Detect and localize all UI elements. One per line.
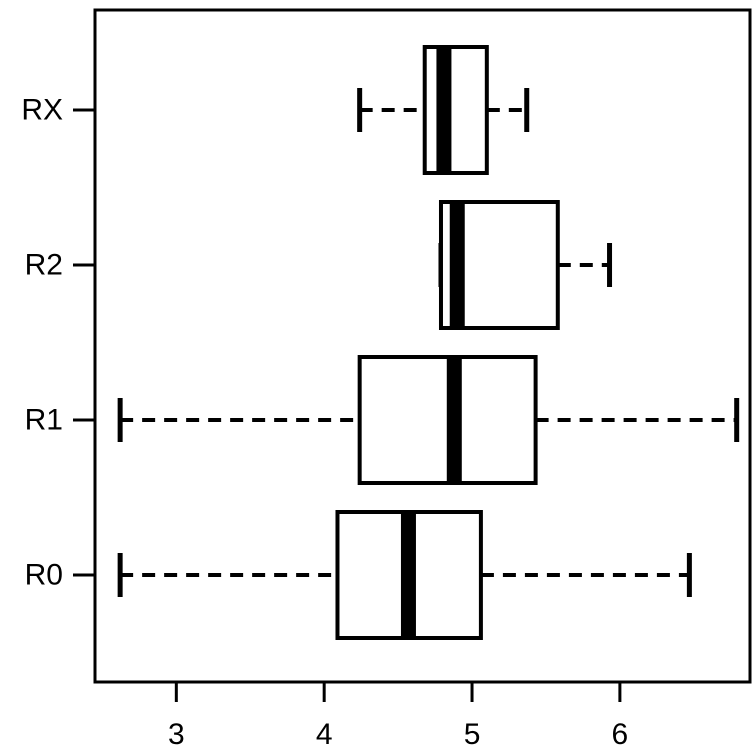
x-tick-label-5: 5 <box>464 718 481 751</box>
y-axis: R0 R1 R2 RX <box>21 94 95 592</box>
box-r1 <box>117 355 740 485</box>
box-r0 <box>117 510 692 640</box>
box-iqr-rx <box>422 45 489 175</box>
y-tick-label-r0: R0 <box>25 559 63 592</box>
x-tick-label-6: 6 <box>612 718 629 751</box>
x-tick-label-3: 3 <box>168 718 185 751</box>
box-r2 <box>438 200 613 330</box>
y-tick-label-r2: R2 <box>25 249 63 282</box>
y-tick-label-r1: R1 <box>25 404 63 437</box>
x-tick-label-4: 4 <box>316 718 333 751</box>
x-axis: 3 4 5 6 <box>168 682 628 751</box>
box-rx <box>357 45 530 175</box>
plot-frame <box>93 8 752 684</box>
boxes-layer <box>117 45 740 640</box>
y-tick-label-rx: RX <box>21 94 63 127</box>
